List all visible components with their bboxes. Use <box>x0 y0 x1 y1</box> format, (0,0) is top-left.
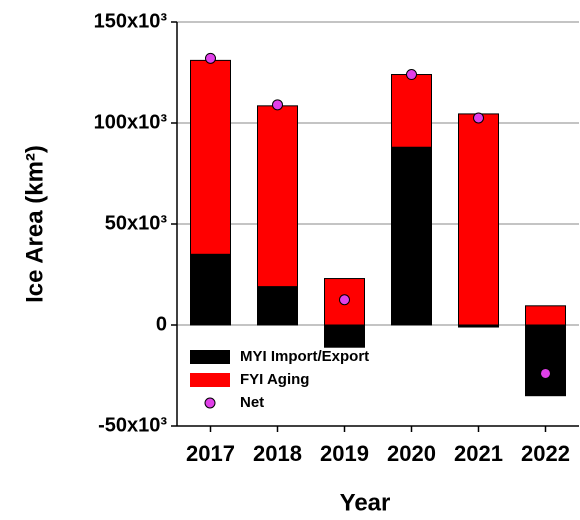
bar-segment <box>257 286 298 326</box>
net-point <box>272 99 283 111</box>
bar-segment <box>391 74 432 148</box>
net-point <box>205 52 216 64</box>
net-point <box>406 69 417 81</box>
net-point <box>473 112 484 124</box>
legend-marker <box>204 397 216 409</box>
y-tick-label: -50x10³ <box>98 414 167 436</box>
bar-segment <box>324 324 365 348</box>
legend-label: MYI Import/Export <box>240 348 369 365</box>
bar-segment <box>257 105 298 288</box>
x-tick-label: 2017 <box>186 441 235 466</box>
x-axis-label: Year <box>340 489 391 516</box>
legend-swatch <box>190 350 230 364</box>
bar-segment <box>190 253 231 326</box>
x-tick-label: 2022 <box>521 441 570 466</box>
net-point <box>540 367 551 379</box>
bar-segment <box>391 146 432 326</box>
net-point <box>339 294 350 306</box>
x-tick-label: 2019 <box>320 441 369 466</box>
bar-segment <box>525 305 566 326</box>
legend-label: FYI Aging <box>240 371 309 388</box>
legend-label: Net <box>240 394 264 411</box>
y-tick-label: 50x10³ <box>105 212 168 234</box>
x-tick-label: 2018 <box>253 441 302 466</box>
y-tick-label: 0 <box>156 313 167 335</box>
y-tick-label: 100x10³ <box>94 111 168 133</box>
legend-swatch <box>190 373 230 387</box>
bar-segment <box>190 59 231 255</box>
bar-segment <box>458 113 499 326</box>
x-tick-label: 2021 <box>454 441 503 466</box>
x-tick-label: 2020 <box>387 441 436 466</box>
bar-segment <box>525 324 566 397</box>
y-axis-label: Ice Area (km²) <box>21 145 48 303</box>
y-tick-label: 150x10³ <box>94 10 168 32</box>
